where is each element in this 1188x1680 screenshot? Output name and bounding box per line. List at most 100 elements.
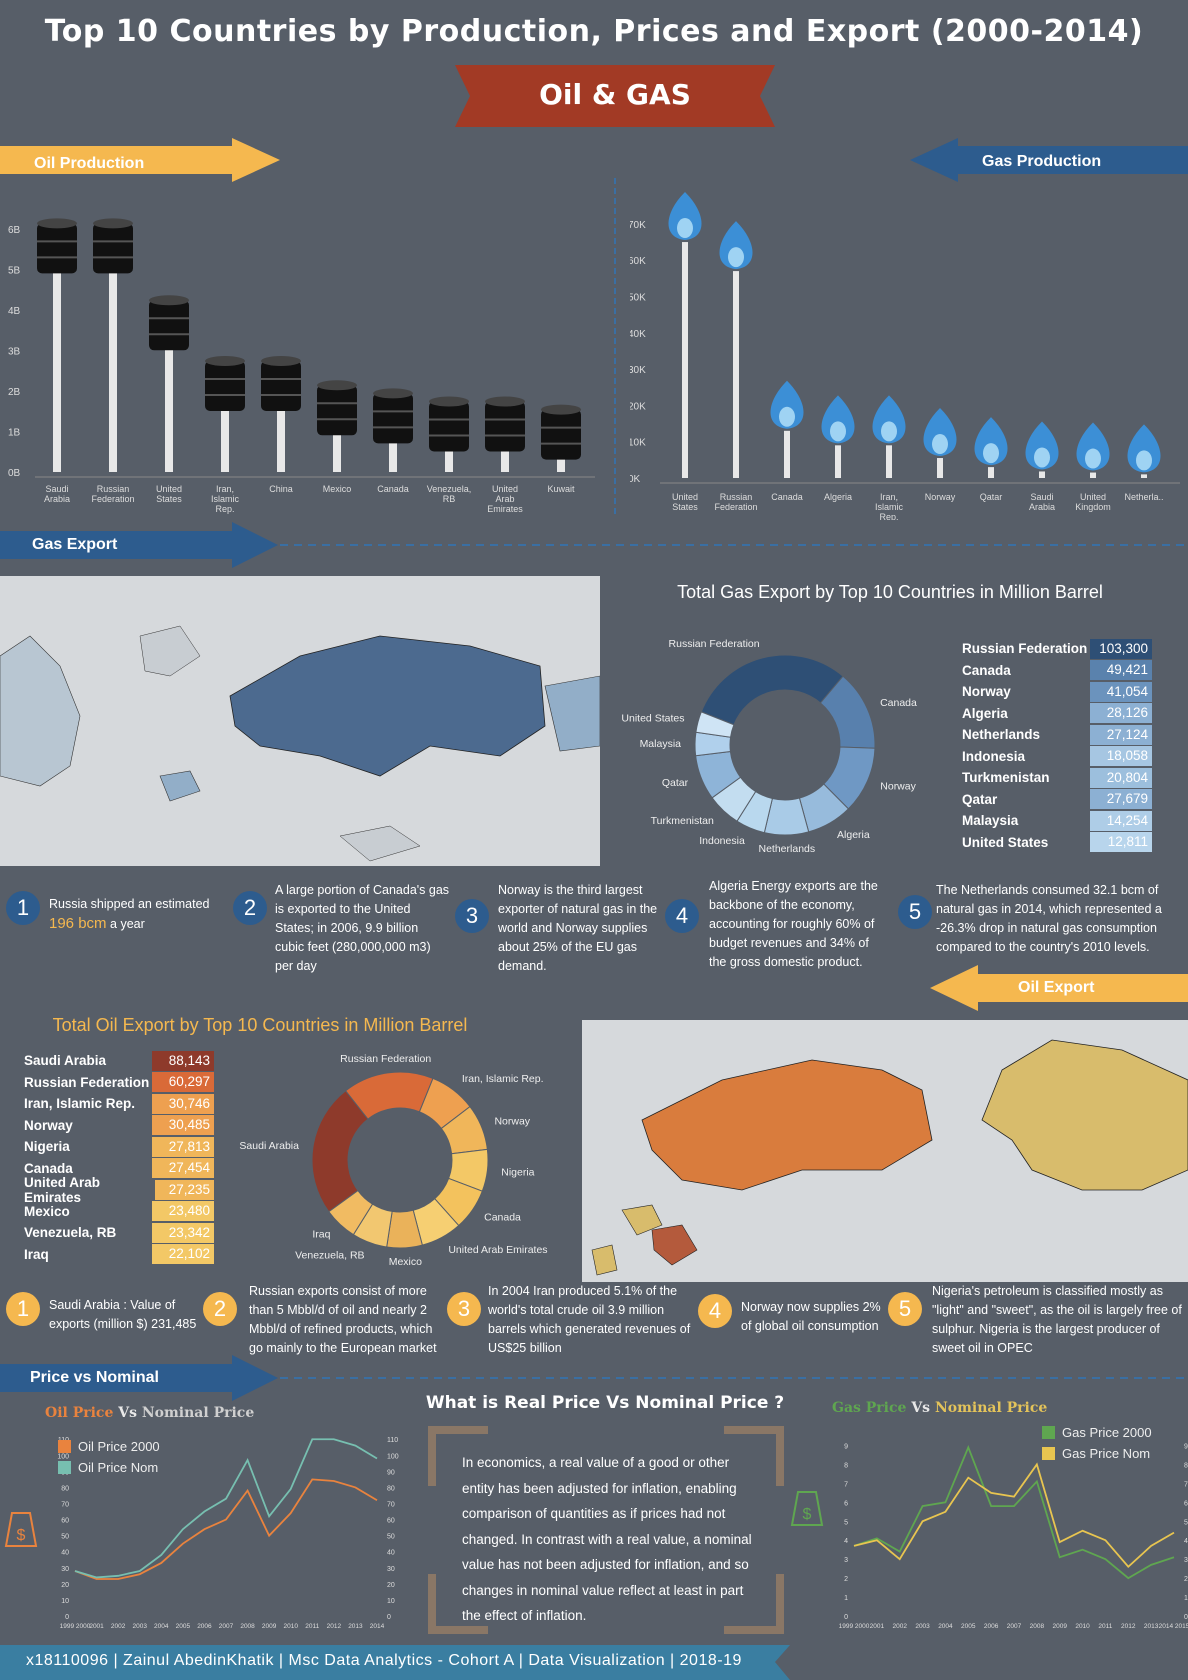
banner-label: Oil & GAS [539,78,691,111]
gas-category-label: Islamic [875,502,904,512]
table-value: 27,813 [152,1136,214,1157]
table-row: Nigeria 27,813 [24,1136,214,1158]
y-tick-label: 1 [844,1595,848,1602]
price-vs-nominal-label: Price vs Nominal [30,1369,159,1386]
oil-category-label: Saudi [45,484,68,494]
fact-text: Russia shipped an estimated 196 bcm a ye… [49,897,210,932]
oil-category-label: Russian [97,484,130,494]
y-tick-label-right: 9 [1184,1443,1188,1450]
y-tick-label-right: 0 [1184,1614,1188,1621]
fact-number: 3 [455,899,489,933]
gas-category-label: Norway [925,492,956,502]
table-row: Qatar 27,679 [962,789,1152,811]
price-vs-nominal-arrow [0,1355,1188,1401]
gas-bar [733,271,739,478]
gas-flame-icon [770,380,804,429]
table-value: 27,679 [1090,789,1152,810]
x-tick-label: 2009 [262,1623,277,1630]
x-tick-label: 2010 [1075,1623,1090,1630]
table-value: 12,811 [1090,832,1152,853]
oil-export-label: Oil Export [1018,979,1095,996]
y-tick-label-right: 0 [387,1614,391,1621]
table-value: 27,235 [154,1179,214,1200]
table-row: Algeria 28,126 [962,703,1152,725]
oil-category-label: Iran, [216,484,234,494]
gas-bar [1090,472,1096,478]
gas-category-label: Qatar [980,492,1003,502]
gas-export-donut: Russian Federation Canada Norway Algeria Net… [621,638,917,855]
table-value: 103,300 [1090,638,1152,659]
page-title: Top 10 Countries by Production, Prices a… [44,14,1144,49]
oil-export-table: Saudi Arabia 88,143 Russian Federation 60,2… [24,1050,214,1265]
x-tick-label: 2010 [283,1623,298,1630]
fact-number: 5 [888,1292,922,1326]
x-tick-label: 2006 [197,1623,212,1630]
y-tick-label-right: 7 [1184,1481,1188,1488]
gas-bar [1039,471,1045,478]
donut-label: Norway [880,781,916,793]
fact-number: 5 [898,895,932,929]
oil-price-title-a: Oil Price [45,1405,114,1421]
y-tick-label: 10 [61,1598,69,1605]
fact-text: Norway is the third largest exporter of … [498,883,658,973]
gas-bar [937,458,943,478]
donut-slice [700,654,844,726]
table-value: 14,254 [1090,810,1152,831]
gas-facts: 1 Russia shipped an estimated 196 bcm a y… [0,875,1188,975]
x-tick-label: 2012 [327,1623,342,1630]
gas-category-label: Iran, [880,492,898,502]
donut-label: Qatar [662,777,689,789]
gas-export-map [0,576,600,866]
y-tick-label: 0 [844,1614,848,1621]
fact-number: 3 [447,1292,481,1326]
table-country: Iraq [24,1246,49,1262]
donut-label: Canada [880,697,917,709]
table-row: Canada 27,454 [24,1158,214,1180]
donut-label: Iran, Islamic Rep. [462,1073,544,1085]
gas-category-label: Russian [720,492,753,502]
table-country: United States [962,834,1049,850]
fact-number: 1 [6,1292,40,1326]
oil-barrel-icon [429,396,469,452]
gas-export-label: Gas Export [32,536,118,553]
table-country: Venezuela, RB [24,1225,117,1241]
y-tick-label-right: 5 [1184,1519,1188,1526]
fact-text: Saudi Arabia : Value of exports (million… [49,1298,197,1331]
table-country: Canada [962,662,1011,678]
money-bag-icon: $ [4,1512,38,1547]
table-row: United States 12,811 [962,832,1152,854]
y-tick-label: 30K [630,365,646,376]
y-tick-label-right: 80 [387,1485,395,1492]
gas-bar [1141,474,1147,478]
oil-barrel-icon [317,380,357,436]
table-country: Saudi Arabia [24,1053,107,1069]
table-value: 88,143 [152,1050,214,1071]
donut-label: Indonesia [699,835,745,847]
oil-export-map [582,1020,1188,1282]
oil-category-label: Islamic [211,494,240,504]
donut-slice [695,711,735,738]
gas-export-table: Russian Federation 103,300 Canada 49,421 Nor… [962,638,1152,853]
table-value: 22,102 [152,1244,214,1265]
legend-label: Oil Price 2000 [78,1439,160,1454]
oil-category-label: Arab [495,494,514,504]
oil-category-label: China [269,484,293,494]
table-country: United Arab Emirates [24,1174,101,1205]
y-tick-label-right: 3 [1184,1557,1188,1564]
fact-text: Norway now supplies 2% of global oil con… [741,1300,881,1333]
oil-price-title-vs: Vs [118,1405,137,1421]
footer-text: x18110096 | Zainul AbedinKhatik | Msc Da… [26,1652,742,1669]
footer-bar [0,1645,790,1680]
y-tick-label-right: 10 [387,1598,395,1605]
gas-production-arrow [910,138,1188,182]
y-tick-label: 3 [844,1557,848,1564]
text-frame [428,1426,784,1634]
x-tick-label: 2013 [1144,1623,1159,1630]
svg-text:$: $ [17,1527,26,1544]
x-tick-label: 2002 [892,1623,907,1630]
y-tick-label-right: 2 [1184,1576,1188,1583]
gas-category-label: Arabia [1029,502,1055,512]
y-tick-label-right: 60 [387,1518,395,1525]
fact-text: The Netherlands consumed 32.1 bcm of nat… [936,883,1162,954]
y-tick-label: 6 [844,1500,848,1507]
